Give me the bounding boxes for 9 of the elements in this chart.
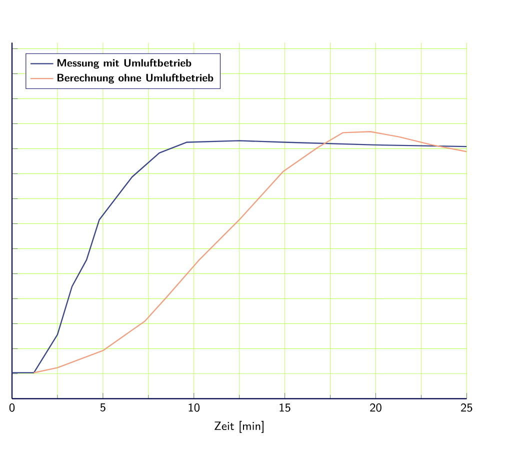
x-tick-label: 15 — [280, 403, 290, 412]
x-tick-label: 5 — [100, 403, 106, 412]
legend-label: Berechnung ohne Umluftbetrieb — [58, 74, 214, 84]
legend-label: Messung mit Umluftbetrieb — [58, 58, 192, 69]
x-axis-title: Zeit [min] — [214, 420, 264, 433]
x-tick-label: 20 — [370, 403, 382, 412]
x-tick-label: 25 — [461, 403, 472, 412]
x-tick-label: 10 — [188, 403, 200, 412]
x-tick-label: 0 — [9, 403, 15, 412]
